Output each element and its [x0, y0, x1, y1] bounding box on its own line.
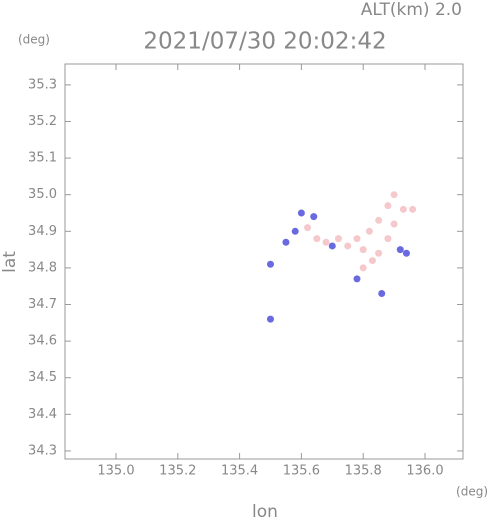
x-tick-label: 135.8: [345, 464, 382, 479]
x-tick-label: 136.0: [406, 464, 443, 479]
y-tick-label: 34.8: [28, 260, 57, 275]
echo-point: [384, 202, 392, 210]
x-tick-label: 135.0: [97, 464, 134, 479]
y-axis-label: lat: [0, 251, 20, 273]
echo-point: [399, 205, 407, 213]
echo-point: [344, 242, 352, 250]
y-tick-label: 34.6: [28, 334, 57, 349]
echo-point: [334, 235, 342, 243]
echo-point: [402, 249, 410, 257]
x-axis-label: lon: [252, 502, 278, 521]
echo-point: [313, 235, 321, 243]
echo-point: [266, 315, 274, 323]
echo-point: [310, 213, 318, 221]
y-tick-label: 34.4: [28, 407, 57, 422]
y-tick-label: 35.1: [28, 151, 57, 166]
echo-point: [297, 209, 305, 217]
echo-point: [390, 220, 398, 228]
echo-point: [390, 191, 398, 199]
echo-point: [359, 246, 367, 254]
plot-frame: [64, 63, 464, 460]
echo-point: [304, 224, 312, 232]
x-tick-label: 135.2: [159, 464, 196, 479]
y-tick-label: 35.2: [28, 114, 57, 129]
altitude-label: ALT(km) 2.0: [361, 0, 462, 20]
echo-point: [353, 275, 361, 283]
y-unit: (deg): [18, 33, 50, 47]
echo-point: [365, 227, 373, 235]
y-tick-label: 35.0: [28, 187, 57, 202]
y-tick-label: 34.7: [28, 297, 57, 312]
echo-point: [375, 249, 383, 257]
echo-point: [353, 235, 361, 243]
x-tick-label: 135.6: [283, 464, 320, 479]
x-tick-label: 135.4: [221, 464, 258, 479]
echo-point: [396, 246, 404, 254]
x-unit: (deg): [456, 485, 488, 499]
echo-point: [375, 216, 383, 224]
echo-point: [282, 238, 290, 246]
echo-point: [359, 264, 367, 272]
echo-point: [328, 242, 336, 250]
chart-title: 2021/07/30 20:02:42: [143, 29, 386, 55]
echo-point: [378, 290, 386, 298]
y-tick-label: 34.5: [28, 370, 57, 385]
y-tick-label: 35.3: [28, 77, 57, 92]
y-tick-label: 34.3: [28, 443, 57, 458]
echo-point: [368, 257, 376, 265]
echo-point: [291, 227, 299, 235]
echo-point: [384, 235, 392, 243]
echo-point: [266, 260, 274, 268]
echo-point: [409, 205, 417, 213]
echo-point: [322, 238, 330, 246]
y-tick-label: 34.9: [28, 224, 57, 239]
